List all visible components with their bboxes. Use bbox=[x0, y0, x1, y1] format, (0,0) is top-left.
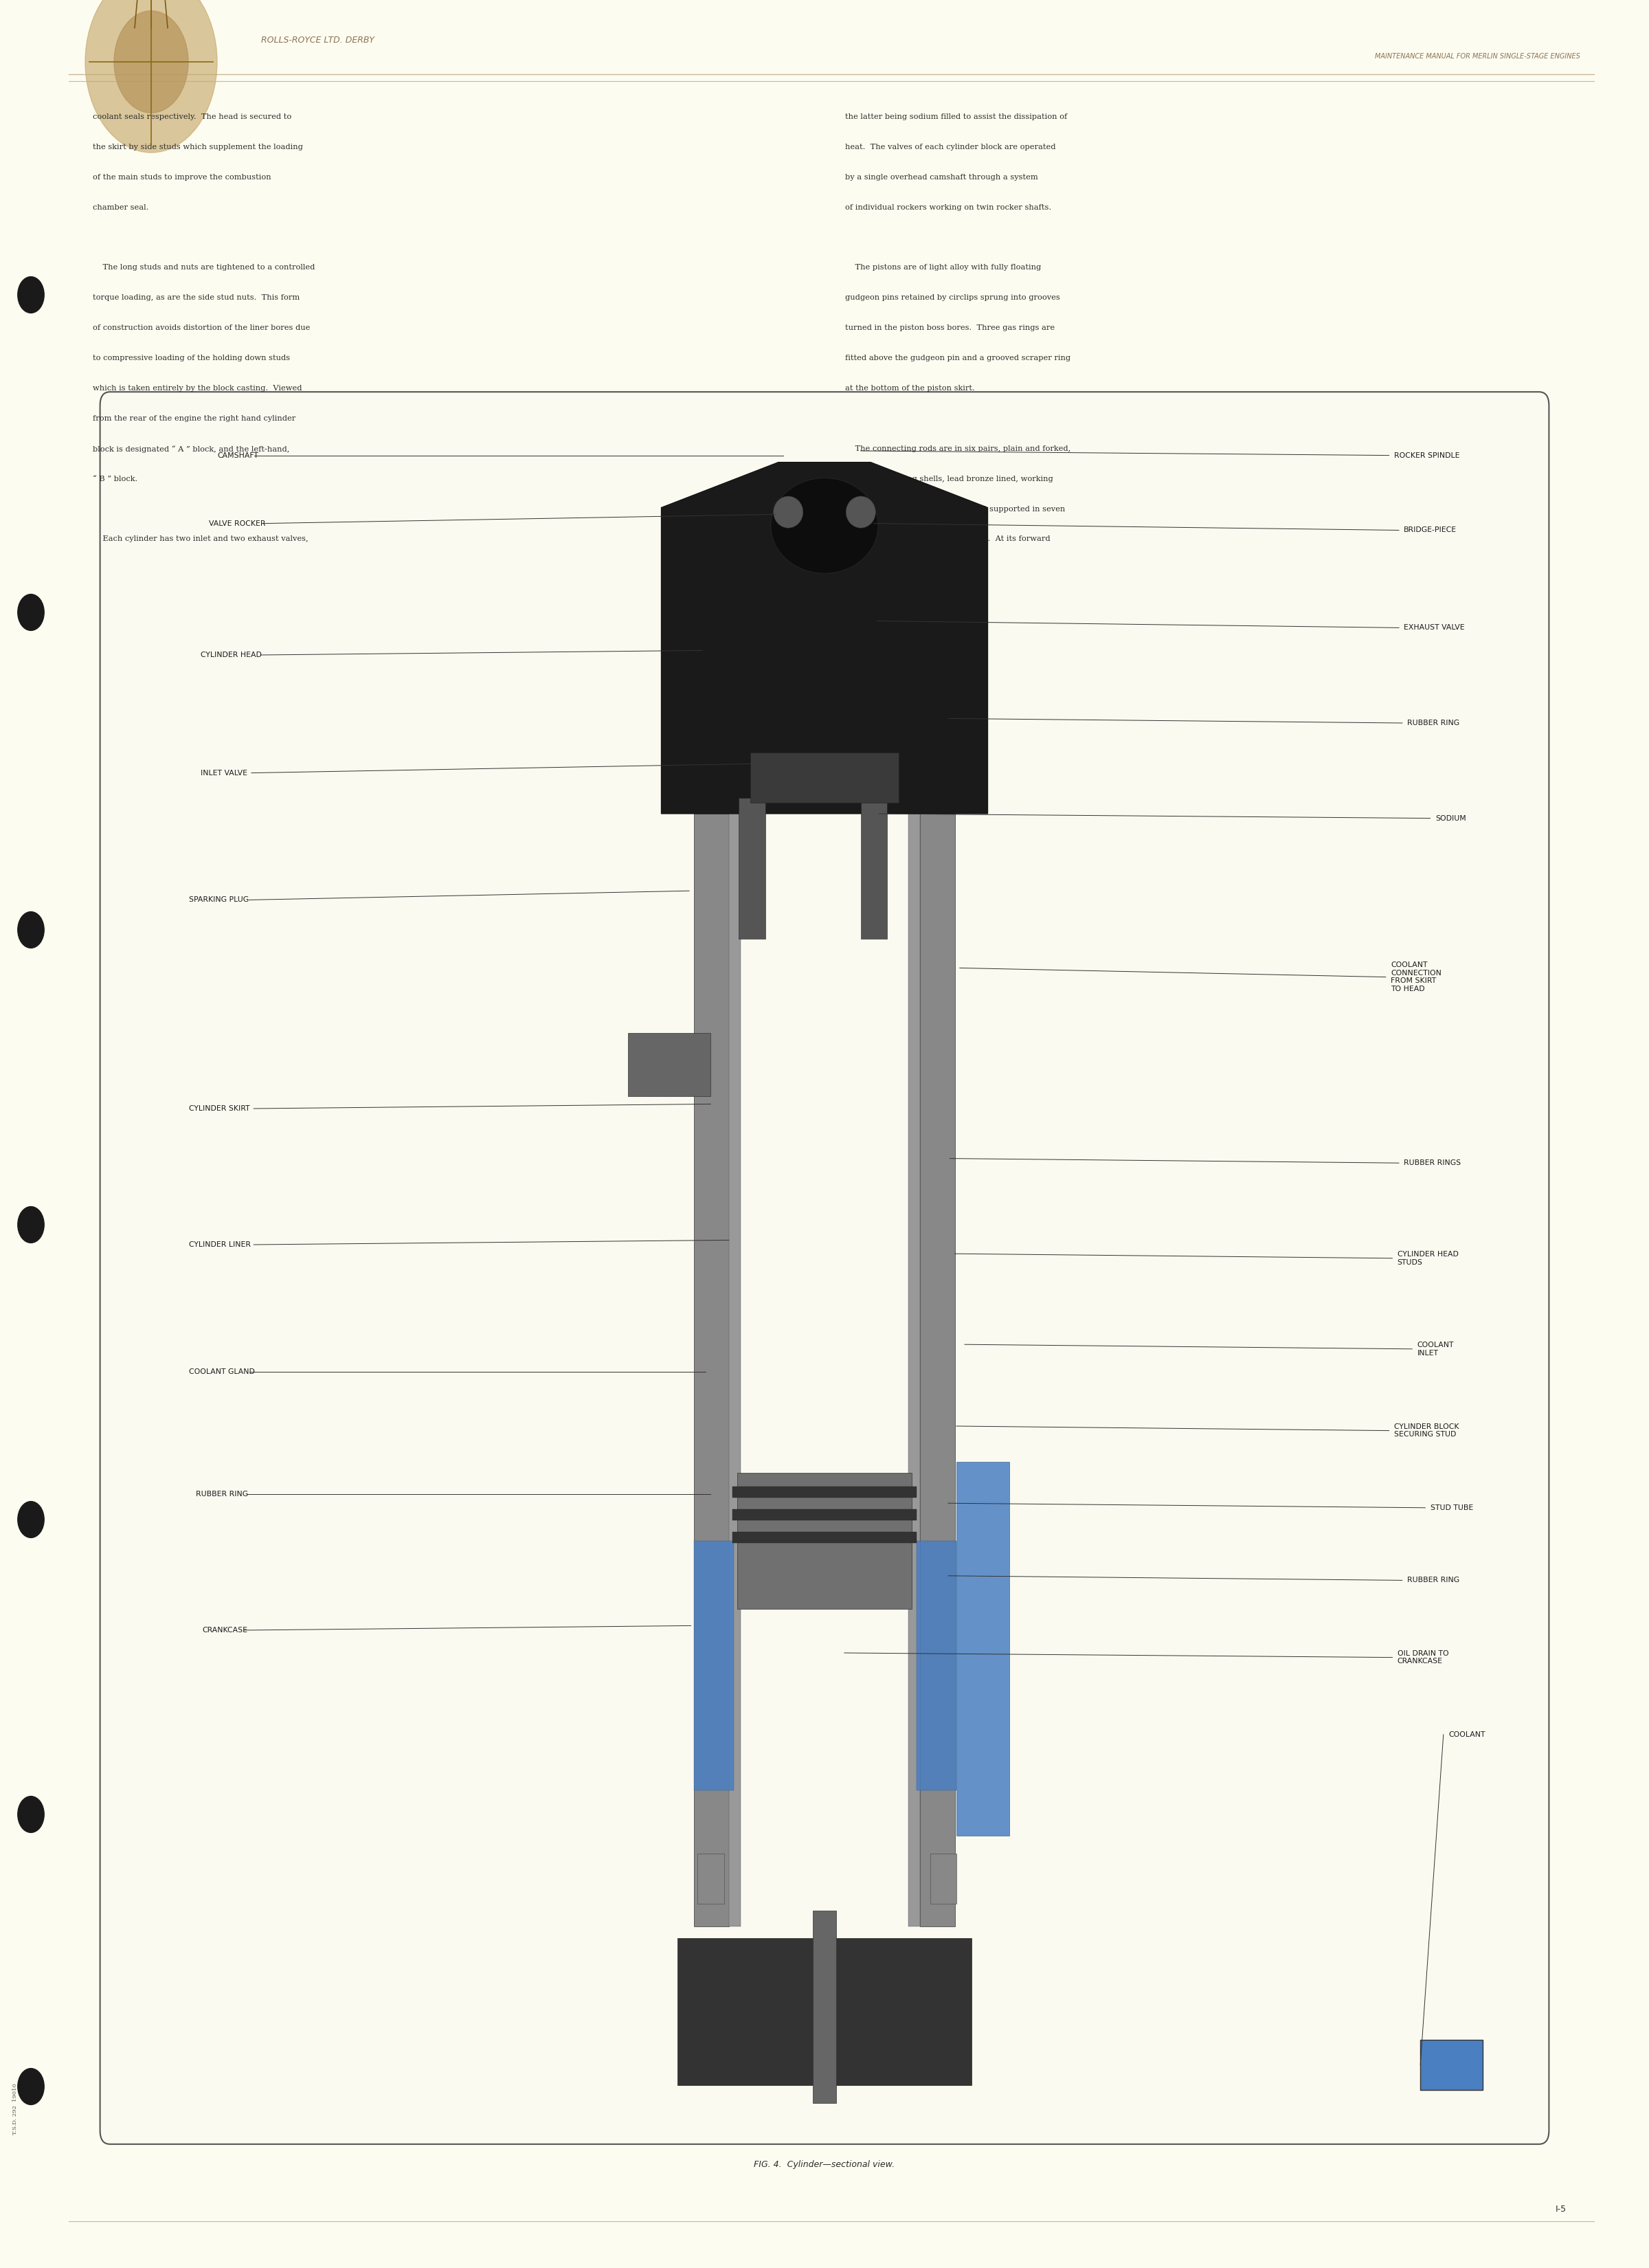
Text: fitted above the gudgeon pin and a grooved scraper ring: fitted above the gudgeon pin and a groov… bbox=[846, 354, 1070, 361]
Text: CRANKCASE: CRANKCASE bbox=[203, 1626, 247, 1633]
Ellipse shape bbox=[770, 479, 877, 574]
Text: STUD TUBE: STUD TUBE bbox=[1430, 1504, 1473, 1510]
Bar bbox=[813, 1910, 836, 2102]
Text: COOLANT
INLET: COOLANT INLET bbox=[1416, 1343, 1454, 1356]
Bar bbox=[737, 1472, 912, 1608]
Text: ROCKER SPINDLE: ROCKER SPINDLE bbox=[1393, 451, 1459, 458]
Bar bbox=[930, 1853, 956, 1903]
Text: ROLLS-ROYCE LTD. DERBY: ROLLS-ROYCE LTD. DERBY bbox=[261, 36, 374, 45]
Text: CYLINDER BLOCK
SECURING STUD: CYLINDER BLOCK SECURING STUD bbox=[1393, 1424, 1459, 1438]
Text: FIG. 4.  Cylinder—sectional view.: FIG. 4. Cylinder—sectional view. bbox=[754, 2161, 895, 2170]
Text: torque loading, as are the side stud nuts.  This form: torque loading, as are the side stud nut… bbox=[92, 295, 300, 302]
Text: COOLANT
CONNECTION
FROM SKIRT
TO HEAD: COOLANT CONNECTION FROM SKIRT TO HEAD bbox=[1390, 962, 1441, 993]
Bar bbox=[694, 1540, 734, 1789]
Text: turned in the piston boss bores.  Three gas rings are: turned in the piston boss bores. Three g… bbox=[846, 324, 1055, 331]
Text: The connecting rods are in six pairs, plain and forked,: The connecting rods are in six pairs, pl… bbox=[846, 445, 1070, 451]
Circle shape bbox=[114, 11, 188, 113]
Bar bbox=[739, 798, 765, 939]
Circle shape bbox=[18, 1796, 45, 1833]
Circle shape bbox=[18, 912, 45, 948]
Text: RUBBER RING: RUBBER RING bbox=[1407, 719, 1459, 726]
Text: OIL DRAIN TO
CRANKCASE: OIL DRAIN TO CRANKCASE bbox=[1397, 1651, 1448, 1665]
Text: chamber seal.: chamber seal. bbox=[92, 204, 148, 211]
Text: by a single overhead camshaft through a system: by a single overhead camshaft through a … bbox=[846, 175, 1037, 181]
Text: CYLINDER HEAD: CYLINDER HEAD bbox=[201, 651, 262, 658]
Bar bbox=[678, 1937, 971, 2084]
Text: MAINTENANCE MANUAL FOR MERLIN SINGLE-STAGE ENGINES: MAINTENANCE MANUAL FOR MERLIN SINGLE-STA… bbox=[1375, 52, 1580, 59]
Text: COOLANT: COOLANT bbox=[1448, 1730, 1486, 1737]
Circle shape bbox=[18, 594, 45, 631]
Text: CYLINDER SKIRT: CYLINDER SKIRT bbox=[190, 1105, 251, 1111]
Text: COOLANT GLAND: COOLANT GLAND bbox=[190, 1368, 256, 1374]
Bar bbox=[920, 814, 955, 1926]
Text: of individual rockers working on twin rocker shafts.: of individual rockers working on twin ro… bbox=[846, 204, 1052, 211]
Text: I-5: I-5 bbox=[1555, 2204, 1567, 2214]
Bar bbox=[732, 1508, 917, 1520]
Text: from the rear of the engine the right hand cylinder: from the rear of the engine the right ha… bbox=[92, 415, 295, 422]
Bar bbox=[732, 1531, 917, 1542]
Text: the latter being sodium filled to assist the dissipation of: the latter being sodium filled to assist… bbox=[846, 113, 1067, 120]
Text: T.S.D. 292  19010: T.S.D. 292 19010 bbox=[12, 2084, 18, 2134]
Text: RUBBER RINGS: RUBBER RINGS bbox=[1403, 1159, 1461, 1166]
Text: The long studs and nuts are tightened to a controlled: The long studs and nuts are tightened to… bbox=[92, 263, 315, 272]
Circle shape bbox=[18, 2068, 45, 2105]
Bar bbox=[1420, 2039, 1482, 2089]
Text: which is taken entirely by the block casting.  Viewed: which is taken entirely by the block cas… bbox=[92, 386, 302, 392]
Bar bbox=[909, 814, 920, 1926]
Circle shape bbox=[18, 1207, 45, 1243]
Text: CYLINDER LINER: CYLINDER LINER bbox=[190, 1241, 251, 1247]
Text: Each cylinder has two inlet and two exhaust valves,: Each cylinder has two inlet and two exha… bbox=[92, 535, 308, 542]
Text: of the main studs to improve the combustion: of the main studs to improve the combust… bbox=[92, 175, 270, 181]
Text: with steel bearing shells, lead bronze lined, working: with steel bearing shells, lead bronze l… bbox=[846, 476, 1054, 483]
Bar bbox=[861, 798, 887, 939]
Text: to compressive loading of the holding down studs: to compressive loading of the holding do… bbox=[92, 354, 290, 361]
Text: The pistons are of light alloy with fully floating: The pistons are of light alloy with full… bbox=[846, 263, 1041, 272]
Text: on a one piece six throw crankshaft supported in seven: on a one piece six throw crankshaft supp… bbox=[846, 506, 1065, 513]
FancyBboxPatch shape bbox=[101, 392, 1548, 2143]
Text: “ B ” block.: “ B ” block. bbox=[92, 476, 137, 483]
Polygon shape bbox=[661, 463, 988, 814]
Circle shape bbox=[18, 1501, 45, 1538]
Text: main bearings within the crankcase.  At its forward: main bearings within the crankcase. At i… bbox=[846, 535, 1050, 542]
Text: CAMSHAFT: CAMSHAFT bbox=[218, 451, 259, 458]
Ellipse shape bbox=[846, 497, 876, 528]
Bar bbox=[698, 1853, 724, 1903]
Text: the skirt by side studs which supplement the loading: the skirt by side studs which supplement… bbox=[92, 143, 303, 150]
Ellipse shape bbox=[773, 497, 803, 528]
Text: gudgeon pins retained by circlips sprung into grooves: gudgeon pins retained by circlips sprung… bbox=[846, 295, 1060, 302]
Text: CYLINDER HEAD
STUDS: CYLINDER HEAD STUDS bbox=[1397, 1252, 1458, 1266]
Text: block is designated “ A ” block, and the left-hand,: block is designated “ A ” block, and the… bbox=[92, 445, 290, 454]
Circle shape bbox=[18, 277, 45, 313]
Text: heat.  The valves of each cylinder block are operated: heat. The valves of each cylinder block … bbox=[846, 143, 1055, 150]
Text: of construction avoids distortion of the liner bores due: of construction avoids distortion of the… bbox=[92, 324, 310, 331]
Text: RUBBER RING: RUBBER RING bbox=[1407, 1576, 1459, 1583]
Bar bbox=[732, 1486, 917, 1497]
Text: VALVE ROCKER: VALVE ROCKER bbox=[209, 519, 265, 526]
Text: INLET VALVE: INLET VALVE bbox=[201, 769, 247, 776]
Text: EXHAUST VALVE: EXHAUST VALVE bbox=[1403, 624, 1464, 631]
Text: RUBBER RING: RUBBER RING bbox=[196, 1490, 247, 1497]
Circle shape bbox=[86, 0, 218, 152]
Text: SPARKING PLUG: SPARKING PLUG bbox=[190, 896, 249, 903]
Bar bbox=[956, 1461, 1009, 1835]
Bar bbox=[917, 1540, 956, 1789]
Text: at the bottom of the piston skirt.: at the bottom of the piston skirt. bbox=[846, 386, 975, 392]
Bar bbox=[729, 814, 740, 1926]
Bar bbox=[628, 1032, 711, 1095]
Bar bbox=[694, 814, 729, 1926]
Text: BRIDGE-PIECE: BRIDGE-PIECE bbox=[1403, 526, 1456, 533]
Text: SODIUM: SODIUM bbox=[1435, 814, 1466, 821]
Text: coolant seals respectively.  The head is secured to: coolant seals respectively. The head is … bbox=[92, 113, 292, 120]
Bar bbox=[750, 753, 899, 803]
